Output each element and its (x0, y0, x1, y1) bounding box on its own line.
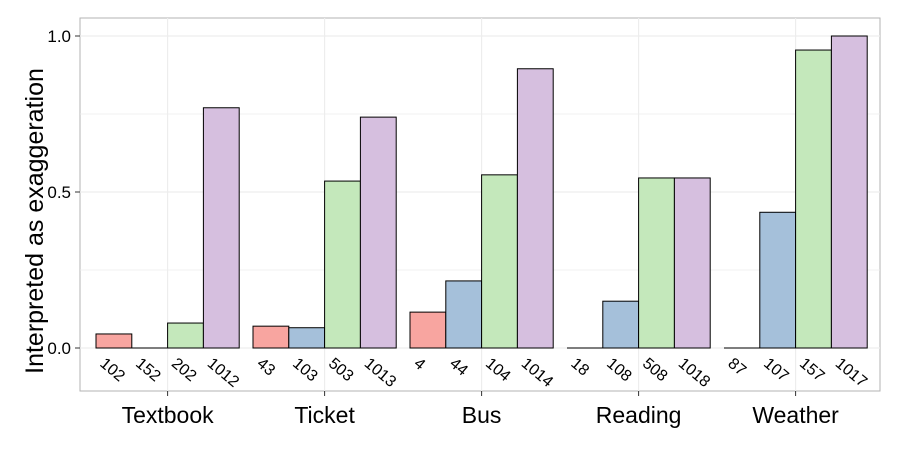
bar (202, 107, 240, 349)
bar (481, 174, 518, 349)
category-label: Reading (596, 402, 682, 428)
y-axis-ticks: 0.0 0.5 1.0 (47, 27, 80, 358)
bar (445, 280, 483, 349)
category-labels: Textbook Ticket Bus Reading Weather (122, 391, 839, 428)
y-tick-label: 0.0 (47, 339, 71, 358)
bar (95, 333, 133, 349)
category-label: Bus (462, 402, 502, 428)
bar (673, 177, 711, 349)
bar (638, 177, 675, 349)
category-label: Textbook (122, 402, 215, 428)
bar (409, 311, 447, 349)
category-label: Weather (752, 402, 839, 428)
bar (252, 325, 290, 349)
bar (324, 180, 361, 349)
bar (167, 322, 204, 349)
bar (759, 211, 797, 349)
bars (95, 35, 868, 349)
bar (830, 35, 868, 349)
category-label: Ticket (294, 402, 355, 428)
bar (516, 68, 554, 349)
y-tick-label: 0.5 (47, 183, 71, 202)
bar (288, 327, 326, 349)
bar (602, 300, 640, 349)
y-tick-label: 1.0 (47, 27, 71, 46)
y-axis-title: Interpreted as exaggeration (21, 68, 49, 374)
bar (795, 49, 832, 349)
bar (359, 116, 397, 349)
